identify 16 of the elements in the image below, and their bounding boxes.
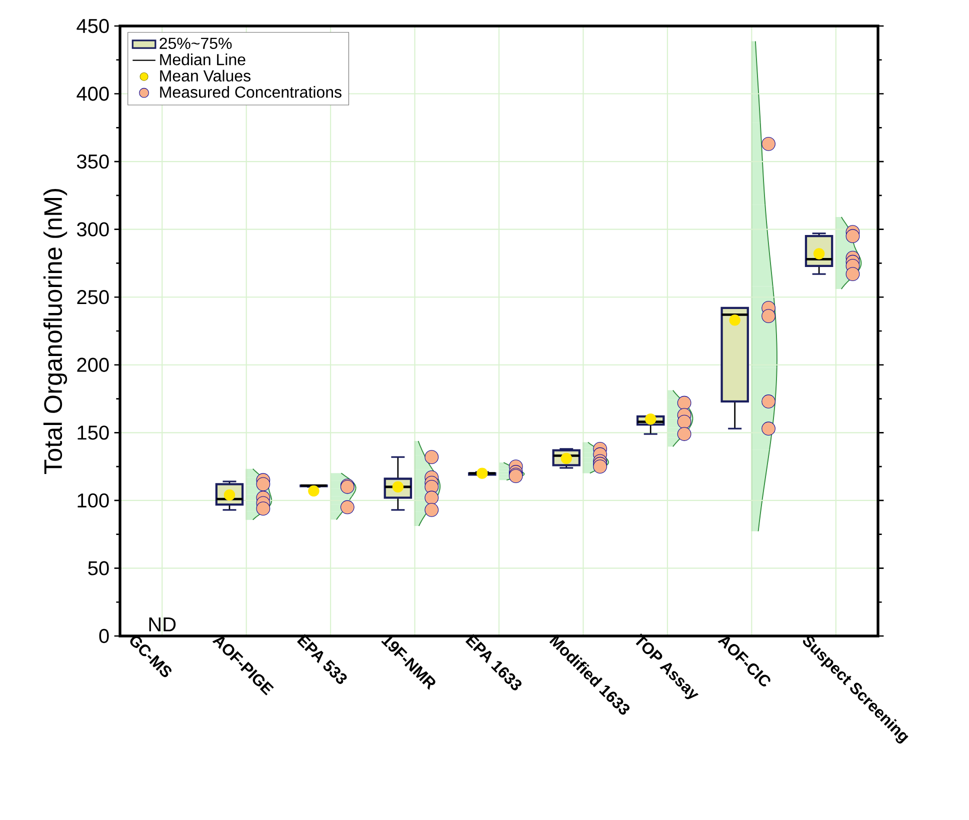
annotation: ND — [149, 618, 176, 632]
legend-label: Measured Concentrations — [160, 86, 342, 98]
y-tick-label: 350 — [76, 154, 109, 169]
y-tick-label: 250 — [77, 290, 109, 304]
legend-label: 25%~75% — [160, 38, 232, 50]
y-tick-label: 0 — [99, 628, 109, 644]
annotation: Median Line — [160, 54, 246, 66]
legend-label: Mean Values — [160, 70, 250, 82]
y-axis-title: Total Organofluorine (nM) — [43, 189, 68, 474]
y-tick-label: 450 — [76, 18, 109, 34]
y-tick-label: 100 — [78, 493, 109, 508]
y-tick-label: 200 — [77, 358, 109, 372]
y-tick-label: 50 — [88, 561, 109, 576]
y-tick-label: 150 — [78, 426, 109, 440]
y-tick-label: 400 — [76, 86, 109, 101]
y-tick-label: 300 — [76, 222, 109, 236]
